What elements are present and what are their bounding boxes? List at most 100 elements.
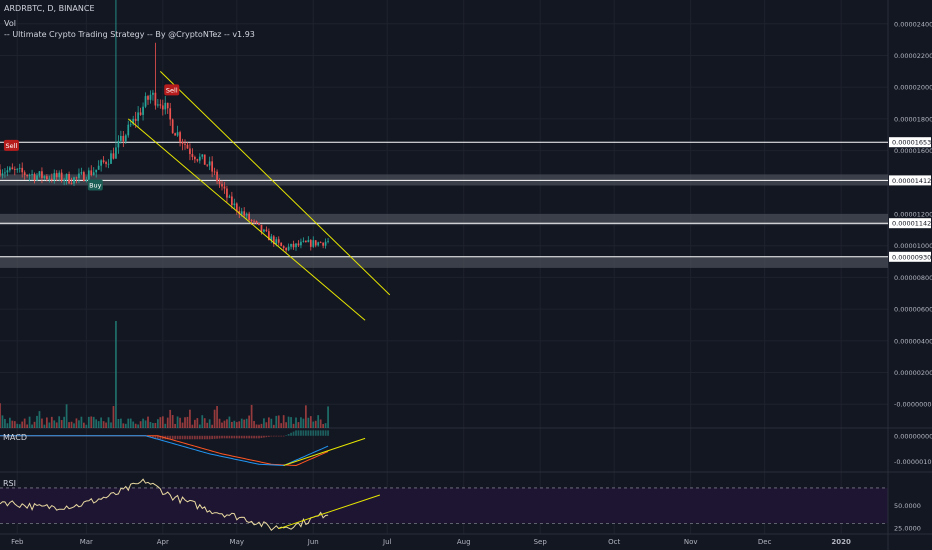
candle-body: [55, 173, 58, 178]
volume-bar: [139, 421, 142, 428]
candle-body: [100, 160, 102, 166]
candle-body: [198, 156, 201, 161]
candle-body: [4, 172, 6, 174]
buy-signal-badge: [87, 179, 103, 191]
volume-bar: [314, 420, 317, 428]
volume-bar: [238, 421, 241, 428]
macd-histogram-bar: [263, 435, 265, 438]
candle-body: [191, 154, 194, 157]
macd-histogram-bar: [223, 435, 226, 439]
volume-bar: [272, 424, 275, 428]
candle-body: [11, 167, 14, 170]
candle-body: [38, 171, 41, 176]
volume-bar: [147, 416, 149, 428]
y-tick-label: -0.00000000: [894, 401, 932, 409]
candle-body: [144, 96, 147, 107]
x-tick-label: Mar: [80, 538, 93, 546]
volume-bar: [11, 420, 14, 428]
macd-histogram-bar: [302, 430, 305, 436]
candle-body: [28, 175, 31, 176]
volume-bar: [50, 416, 53, 428]
candle-body: [201, 154, 204, 157]
volume-bar: [206, 422, 209, 428]
volume-bar: [221, 422, 223, 428]
volume-bar: [223, 420, 226, 428]
macd-histogram-bar: [312, 430, 315, 436]
candle-body: [97, 165, 100, 170]
volume-bar: [169, 409, 172, 428]
candle-body: [233, 203, 236, 206]
candle-body: [235, 203, 238, 211]
candle-body: [216, 171, 218, 182]
macd-histogram-bar: [157, 435, 159, 440]
x-tick-label: Jun: [307, 538, 319, 546]
macd-histogram-bar: [248, 435, 250, 439]
macd-histogram-bar: [280, 435, 283, 437]
volume-bar: [282, 415, 285, 428]
volume-bar: [171, 415, 174, 428]
volume-bar: [290, 417, 292, 428]
macd-histogram-bar: [240, 435, 243, 439]
candle-body: [169, 108, 172, 120]
x-tick-label: Nov: [684, 538, 698, 546]
volume-bar: [55, 422, 58, 428]
volume-bar: [157, 419, 159, 428]
volume-bar: [231, 421, 233, 428]
candle-body: [179, 132, 181, 142]
macd-histogram-bar: [233, 435, 236, 439]
volume-bar: [186, 416, 189, 428]
volume-bar: [16, 423, 19, 428]
candle-body: [83, 172, 85, 182]
candle-body: [277, 239, 280, 243]
candle-body: [272, 236, 275, 244]
price-level-label: 0.00001653: [892, 139, 931, 147]
volume-bar: [63, 416, 65, 428]
macd-histogram-bar: [258, 435, 260, 439]
candle-body: [280, 242, 283, 247]
candle-body: [255, 221, 258, 223]
volume-bar: [142, 418, 144, 428]
candle-body: [60, 172, 63, 181]
volume-bar: [235, 422, 238, 428]
volume-bar: [287, 416, 290, 428]
volume-bar: [13, 421, 16, 428]
candle-body: [26, 175, 28, 176]
macd-tick-label: 0.00000000: [894, 432, 932, 440]
candle-body: [53, 173, 56, 181]
volume-bar: [198, 424, 201, 428]
sr-zone: [0, 214, 888, 226]
candle-body: [127, 124, 130, 136]
macd-histogram-bar: [292, 431, 295, 436]
volume-bar: [265, 422, 268, 428]
macd-histogram-bar: [282, 435, 285, 437]
volume-bar: [137, 424, 139, 428]
macd-histogram-bar: [159, 435, 162, 440]
volume-bar: [216, 406, 218, 428]
macd-histogram-bar: [176, 435, 179, 440]
volume-bar: [9, 417, 11, 428]
volume-bar: [100, 417, 102, 428]
macd-histogram-bar: [208, 435, 211, 440]
candle-body: [6, 170, 9, 173]
channel-line: [159, 70, 391, 296]
macd-histogram-bar: [154, 435, 157, 439]
candle-body: [147, 96, 149, 100]
candle-body: [208, 161, 211, 166]
candle-body: [90, 170, 93, 176]
volume-bar: [181, 422, 184, 428]
candle-body: [157, 104, 159, 106]
macd-histogram-bar: [194, 435, 196, 440]
macd-histogram-bar: [270, 435, 273, 437]
macd-histogram-bar: [250, 435, 253, 439]
candle-body: [18, 167, 21, 169]
volume-bar: [255, 424, 258, 428]
y-tick-label: 0.00000400: [894, 337, 932, 345]
candle-body: [314, 240, 317, 246]
y-tick-label: 0.00000600: [894, 306, 932, 314]
candle-body: [46, 176, 48, 180]
macd-histogram-bar: [196, 435, 199, 440]
candle-body: [211, 161, 213, 172]
